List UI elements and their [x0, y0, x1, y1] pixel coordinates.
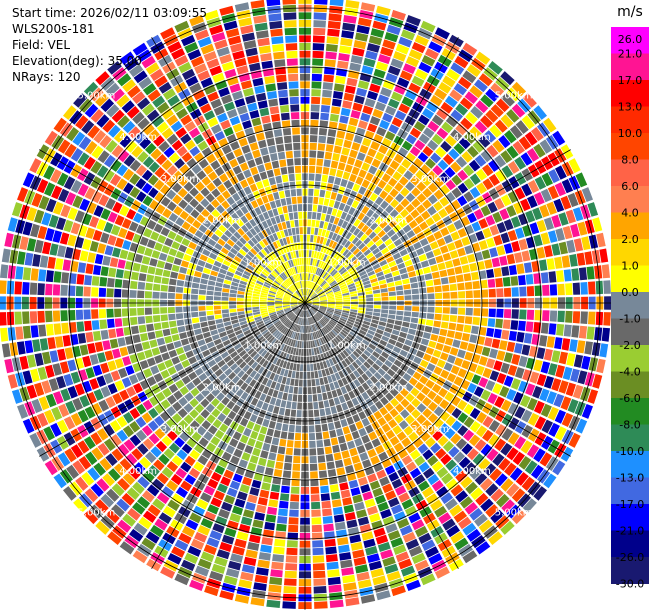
- range-ring-label: 5.00km: [495, 90, 533, 101]
- gate-cells: [1, 22, 594, 604]
- colorbar-tick-label: 26.0: [618, 33, 643, 46]
- colorbar-tick-label: 21.0: [618, 48, 643, 61]
- colorbar-bin: [611, 27, 649, 54]
- range-ring-label: 2.00km: [369, 216, 407, 227]
- colorbar-bin: [611, 292, 649, 319]
- range-ring-label: 3.00km: [161, 424, 199, 435]
- colorbar-bin: [611, 424, 649, 452]
- colorbar-tick-label: 0.0: [621, 286, 639, 299]
- nrays-label: NRays: 120: [12, 70, 81, 84]
- colorbar-bin: [611, 80, 649, 107]
- range-ring-label: 3.00km: [161, 174, 199, 185]
- gate-cells: [0, 4, 604, 607]
- range-ring-label: 5.00km: [495, 508, 533, 519]
- colorbar-bin: [611, 557, 649, 584]
- range-ring-label: 1.00km: [328, 341, 366, 352]
- colorbar-unit: m/s: [617, 4, 643, 20]
- colorbar-tick-label: 17.0: [618, 74, 643, 87]
- colorbar-bin: [611, 133, 649, 160]
- range-ring-label: 2.00km: [203, 216, 241, 227]
- colorbar-tick-label: -1.0: [619, 313, 640, 326]
- range-ring-label: 4.00km: [453, 132, 491, 143]
- colorbar-bin: [611, 371, 649, 399]
- gate-cells: [15, 2, 611, 601]
- colorbar-tick-label: -8.0: [619, 419, 640, 432]
- colorbar-bin: [611, 106, 649, 134]
- range-ring-label: 5.00km: [77, 90, 115, 101]
- colorbar-bin: [611, 53, 649, 81]
- colorbar-bin: [611, 159, 649, 187]
- range-ring-label: 1.00km: [244, 341, 282, 352]
- colorbar-tick-label: 8.0: [621, 154, 639, 167]
- colorbar-bin: [611, 265, 649, 293]
- azimuth-spoke: [304, 149, 571, 304]
- colorbar-tick-label: -17.0: [616, 498, 644, 511]
- range-ring-label: 1.00km: [244, 257, 282, 268]
- colorbar-bin: [611, 451, 649, 478]
- range-ring-label: 1.00km: [328, 257, 366, 268]
- azimuth-spoke: [151, 302, 306, 569]
- colorbar-tick-label: 10.0: [618, 127, 643, 140]
- range-ring-label: 3.00km: [411, 424, 449, 435]
- colorbar-tick-label: 6.0: [621, 180, 639, 193]
- colorbar-bin: [611, 318, 649, 346]
- colorbar-bin: [611, 398, 649, 425]
- colorbar-tick-label: -21.0: [616, 525, 644, 538]
- azimuth-spoke: [39, 149, 306, 304]
- colorbar-bin: [611, 530, 649, 558]
- azimuth-spoke: [304, 302, 571, 457]
- colorbar-tick-label: -6.0: [619, 392, 640, 405]
- start-time-label: Start time: 2026/02/11 03:09:55: [12, 6, 207, 20]
- colorbar-bin: [611, 239, 649, 266]
- colorbar-tick-label: 2.0: [621, 233, 639, 246]
- colorbar-bin: [611, 504, 649, 531]
- colorbar-bin: [611, 212, 649, 240]
- colorbar-bin: [611, 345, 649, 372]
- colorbar-tick-label: -26.0: [616, 551, 644, 564]
- range-ring-label: 4.00km: [119, 132, 157, 143]
- azimuth-spoke: [39, 302, 306, 457]
- range-ring-label: 3.00km: [411, 174, 449, 185]
- azimuth-spoke: [304, 302, 459, 569]
- range-ring-label: 4.00km: [119, 466, 157, 477]
- field-label: Field: VEL: [12, 38, 71, 52]
- colorbar-tick-label: 1.0: [621, 260, 639, 273]
- azimuth-spoke: [304, 37, 459, 304]
- range-ring-label: 4.00km: [453, 466, 491, 477]
- range-ring-label: 2.00km: [203, 382, 241, 393]
- elevation-label: Elevation(deg): 35.00: [12, 54, 142, 68]
- colorbar-tick-label: -30.0: [616, 578, 644, 591]
- station-label: WLS200s-181: [12, 22, 95, 36]
- colorbar-tick-label: -2.0: [619, 339, 640, 352]
- colorbar-tick-label: -10.0: [616, 445, 644, 458]
- colorbar-tick-label: 4.0: [621, 207, 639, 220]
- gate-cells: [15, 20, 610, 609]
- range-ring-label: 5.00km: [77, 508, 115, 519]
- colorbar-tick-label: -4.0: [619, 366, 640, 379]
- colorbar-bin: [611, 186, 649, 213]
- azimuth-spoke: [151, 37, 306, 304]
- colorbar-bin: [611, 477, 649, 505]
- range-ring-label: 2.00km: [369, 382, 407, 393]
- colorbar-tick-label: 13.0: [618, 101, 643, 114]
- colorbar-tick-label: -13.0: [616, 472, 644, 485]
